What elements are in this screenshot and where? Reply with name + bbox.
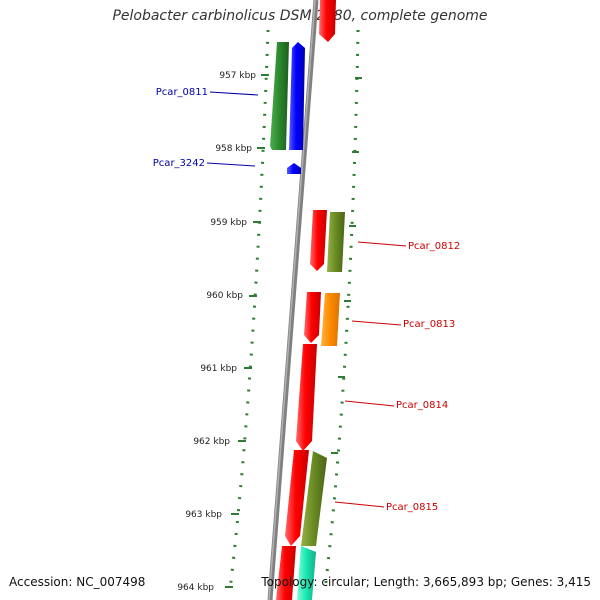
ruler-label-963: 963 kbp — [185, 510, 222, 520]
gene-label-pcar-0811[interactable]: Pcar_0811 — [156, 87, 208, 98]
gene-olive-pcar-0812[interactable] — [327, 212, 345, 272]
gene-olive-pcar-0815[interactable] — [301, 451, 327, 546]
left-dotted-boundary — [228, 29, 270, 591]
left-ruler-ticks — [225, 74, 269, 588]
gene-blue-pcar-3242[interactable] — [287, 163, 301, 174]
ruler-label-960: 960 kbp — [206, 291, 243, 301]
gene-green-left[interactable] — [270, 42, 289, 150]
gene-blue-pcar-0811[interactable] — [289, 42, 305, 150]
gene-label-pcar-3242[interactable]: Pcar_3242 — [153, 158, 205, 169]
right-dotted-boundary — [323, 29, 360, 591]
gene-red-pcar-0813[interactable] — [304, 292, 321, 343]
gene-red-pcar-0815[interactable] — [285, 450, 309, 546]
gene-orange-pcar-0813[interactable] — [321, 293, 340, 346]
gene-label-pcar-0812[interactable]: Pcar_0812 — [408, 241, 460, 252]
gene-label-pcar-0814[interactable]: Pcar_0814 — [396, 400, 448, 411]
ruler-label-959: 959 kbp — [210, 218, 247, 228]
right-ruler-ticks — [331, 77, 362, 454]
ruler-label-962: 962 kbp — [193, 437, 230, 447]
gene-red-pcar-0814[interactable] — [296, 344, 317, 451]
gene-teal-bottom[interactable] — [297, 546, 316, 600]
ruler-label-958: 958 kbp — [215, 144, 252, 154]
ruler-label-957: 957 kbp — [219, 71, 256, 81]
gene-label-pcar-0815[interactable]: Pcar_0815 — [386, 502, 438, 513]
genome-backbone — [267, 0, 319, 600]
gene-red-top[interactable] — [319, 0, 336, 42]
ruler-label-961: 961 kbp — [200, 364, 237, 374]
accession-text: Accession: NC_007498 — [9, 575, 146, 589]
genome-title: Pelobacter carbinolicus DSM 2380, comple… — [112, 8, 488, 24]
topology-text: Topology: circular; Length: 3,665,893 bp… — [261, 575, 591, 589]
gene-red-bottom[interactable] — [276, 546, 296, 600]
ruler-label-964: 964 kbp — [177, 583, 214, 593]
gene-red-pcar-0812[interactable] — [310, 210, 327, 271]
gene-label-pcar-0813[interactable]: Pcar_0813 — [403, 319, 455, 330]
